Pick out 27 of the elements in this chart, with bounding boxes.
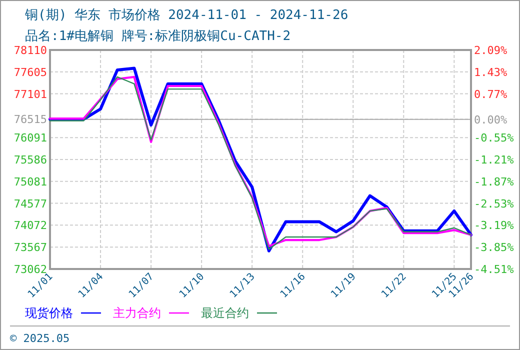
legend-label: 现货价格 (25, 306, 73, 320)
y-tick-label: 77101 (14, 88, 47, 101)
legend-label: 主力合约 (113, 306, 161, 320)
y-tick-label: 74072 (14, 219, 47, 232)
y2-tick-label: -3.85% (474, 241, 514, 254)
y2-tick-label: -3.19% (474, 219, 514, 232)
y2-tick-label: -0.55% (474, 132, 514, 145)
y2-tick-label: -1.21% (474, 154, 514, 166)
y-tick-label: 76515 (14, 113, 47, 126)
y-tick-label: 73567 (14, 241, 47, 254)
y-tick-label: 77605 (14, 66, 47, 79)
y-tick-label: 74577 (14, 197, 47, 210)
y-tick-label: 75081 (14, 175, 47, 188)
y2-tick-label: 2.09% (474, 44, 508, 57)
chart-subtitle: 品名:1#电解铜 牌号:标准阴极铜Cu-CATH-2 (25, 29, 291, 44)
y-tick-label: 75586 (14, 154, 47, 166)
y2-tick-label: -1.87% (474, 175, 514, 188)
chart-title: 铜(期) 华东 市场价格 2024-11-01 - 2024-11-26 (24, 8, 348, 23)
y2-tick-label: -4.51% (474, 263, 514, 276)
legend-label: 最近合约 (201, 306, 249, 320)
text: © 2025.05 (10, 332, 70, 345)
y2-tick-label: 1.43% (474, 66, 508, 79)
y-tick-label: 76091 (14, 132, 47, 145)
y2-tick-label: 0.77% (474, 88, 508, 101)
y2-tick-label: -2.53% (474, 197, 514, 210)
y2-tick-label: 0.00% (474, 113, 508, 126)
y-tick-label: 78110 (14, 44, 47, 57)
